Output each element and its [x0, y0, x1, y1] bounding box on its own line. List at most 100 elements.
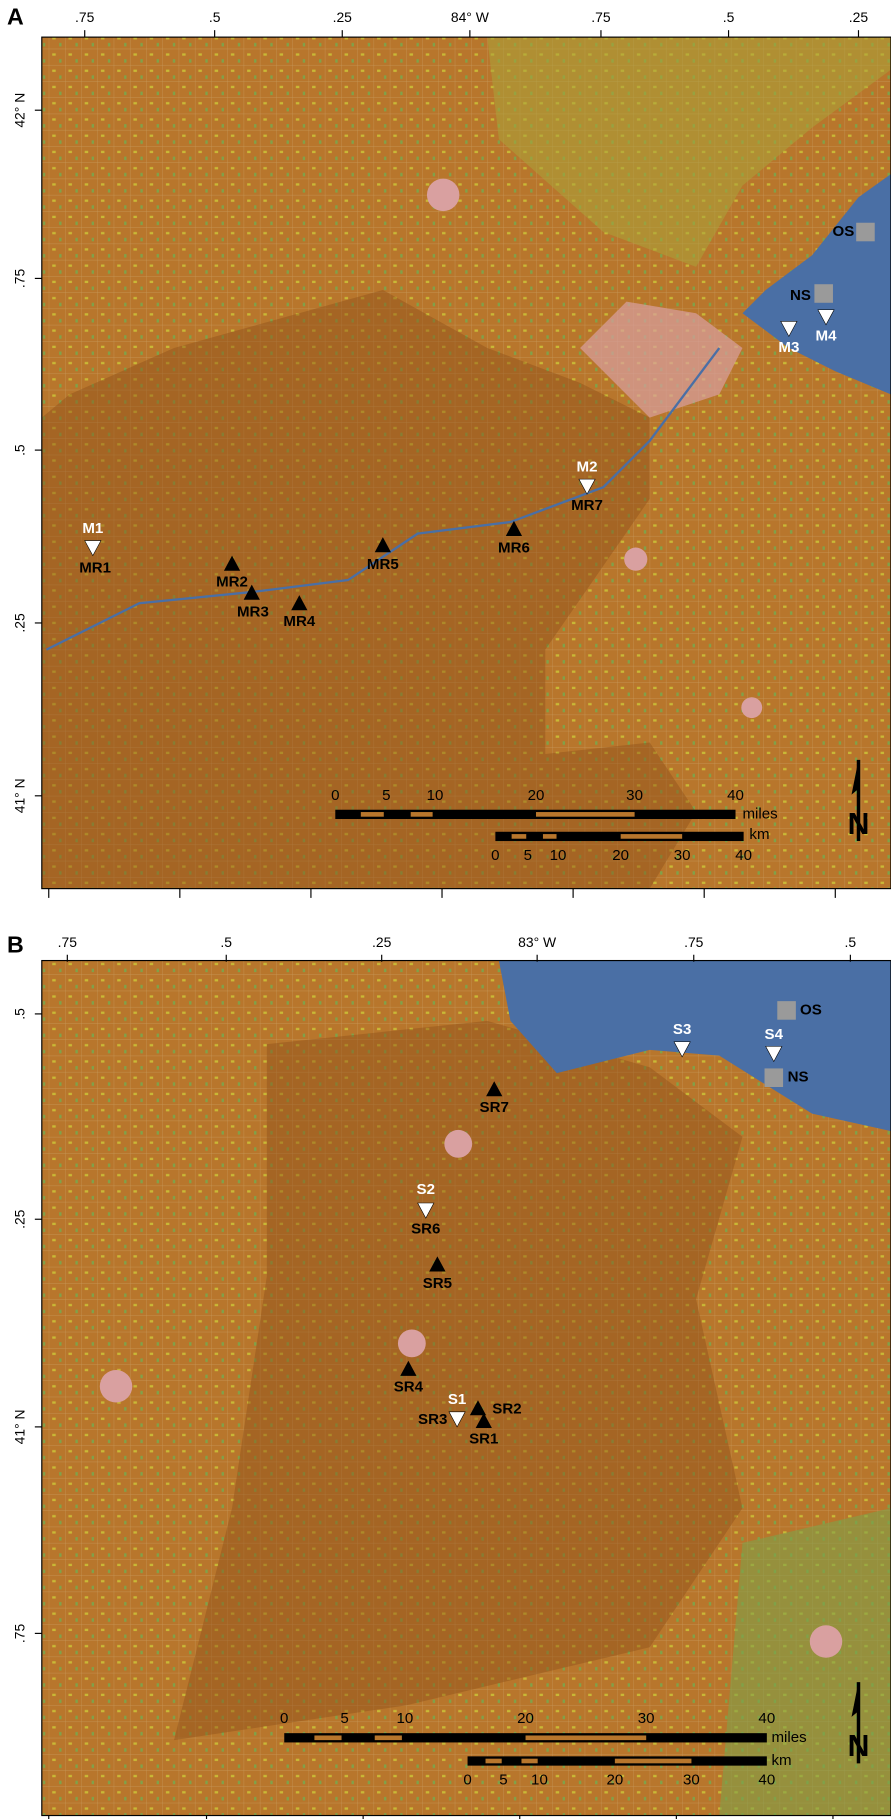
top-tick-label: .5 — [209, 9, 221, 25]
sampling-site-square — [856, 223, 875, 242]
scale-label: 30 — [683, 1772, 700, 1789]
top-tick-label: .25 — [333, 9, 353, 25]
scale-label: 5 — [382, 787, 390, 804]
panel-label: B — [7, 932, 24, 958]
scale-label: 30 — [674, 847, 691, 864]
site-label: OS — [800, 1001, 822, 1018]
site-label: SR7 — [480, 1099, 509, 1116]
scale-bar-segment — [314, 1735, 341, 1740]
scale-unit: km — [771, 1752, 791, 1769]
top-tick-label: .25 — [849, 9, 869, 25]
sampling-site-square — [777, 1001, 796, 1020]
page: {"panels": [ {"label": "A", "top_ticks":… — [0, 0, 891, 1819]
scale-label: 10 — [550, 847, 567, 864]
site-label: NS — [790, 287, 811, 304]
scale-label: 30 — [626, 787, 643, 804]
scale-bar — [335, 810, 735, 819]
top-tick-label: .75 — [58, 934, 78, 950]
scale-label: 0 — [331, 787, 339, 804]
site-label: M4 — [816, 327, 838, 344]
panel-a-map — [42, 37, 891, 888]
top-tick-label: .75 — [684, 934, 704, 950]
site-label: MR7 — [571, 497, 603, 514]
scale-bar-segment — [375, 1735, 402, 1740]
top-tick-label: 84° W — [451, 9, 490, 25]
left-tick-label: 41° N — [12, 778, 28, 813]
left-tick-label: .75 — [12, 268, 28, 288]
top-tick-label: .75 — [75, 9, 95, 25]
north-label: N — [848, 808, 870, 841]
sampling-site-square — [814, 284, 833, 303]
scale-label: 20 — [528, 787, 545, 804]
scale-label: 5 — [524, 847, 532, 864]
site-label: OS — [833, 223, 855, 240]
site-label: MR1 — [79, 559, 111, 576]
site-label: MR5 — [367, 556, 399, 573]
scale-unit: miles — [771, 1729, 806, 1746]
left-tick-label: 42° N — [12, 93, 28, 128]
scale-bar-segment — [411, 812, 433, 817]
site-label: SR2 — [492, 1400, 521, 1417]
site-label: SR6 — [411, 1221, 440, 1238]
sampling-site-square — [765, 1068, 784, 1087]
north-label: N — [848, 1730, 870, 1763]
scale-label: 10 — [531, 1772, 548, 1789]
scale-label: 0 — [491, 847, 499, 864]
scale-label: 20 — [612, 847, 629, 864]
site-label: NS — [788, 1069, 809, 1086]
scale-label: 20 — [606, 1772, 623, 1789]
site-label: SR5 — [423, 1275, 452, 1292]
scale-bar-segment — [521, 1759, 537, 1764]
site-label: S1 — [448, 1391, 466, 1408]
scale-bar-segment — [526, 1735, 647, 1740]
site-label: MR2 — [216, 573, 248, 590]
scale-bar — [495, 832, 743, 841]
scale-label: 5 — [340, 1710, 348, 1727]
site-label: S4 — [765, 1026, 784, 1043]
scale-label: 40 — [758, 1772, 775, 1789]
scale-bar-segment — [361, 812, 384, 817]
site-label: SR4 — [394, 1378, 424, 1395]
map-figure: A .75 .5 .25 84° W .75 .5 .25 42° N .75 .5 .25 41° N… — [0, 0, 891, 1819]
panel-b-map — [42, 961, 891, 1816]
scale-label: 0 — [463, 1772, 471, 1789]
site-label: M1 — [82, 520, 103, 537]
scale-label: 5 — [499, 1772, 507, 1789]
scale-label: 40 — [735, 847, 752, 864]
scale-bar-segment — [615, 1759, 692, 1764]
site-label: S3 — [673, 1021, 691, 1038]
scale-label: 30 — [638, 1710, 655, 1727]
site-label: MR4 — [283, 613, 315, 630]
site-label: SR1 — [469, 1431, 498, 1448]
scale-unit: miles — [742, 805, 777, 822]
top-tick-label: .25 — [372, 934, 392, 950]
left-tick-label: .75 — [12, 1623, 28, 1643]
scale-label: 40 — [758, 1710, 775, 1727]
scale-label: 40 — [727, 787, 744, 804]
scale-label: 10 — [397, 1710, 414, 1727]
left-tick-label: .25 — [12, 1209, 28, 1229]
site-label: MR3 — [237, 604, 269, 621]
scale-bar-segment — [536, 812, 635, 817]
site-label: M3 — [778, 339, 799, 356]
site-label: MR6 — [498, 540, 530, 557]
left-tick-label: .5 — [12, 1008, 28, 1020]
top-tick-label: 83° W — [518, 934, 557, 950]
scale-bar-segment — [543, 834, 557, 839]
scale-unit: km — [749, 826, 769, 843]
scale-label: 0 — [280, 1710, 288, 1727]
left-tick-label: .5 — [12, 444, 28, 456]
scale-bar-segment — [486, 1759, 502, 1764]
site-label: M2 — [577, 458, 598, 475]
scale-bar-segment — [621, 834, 682, 839]
site-label: S2 — [417, 1181, 435, 1198]
top-tick-label: .75 — [591, 9, 611, 25]
left-tick-label: .25 — [12, 613, 28, 633]
top-tick-label: .5 — [220, 934, 232, 950]
scale-bar-segment — [512, 834, 527, 839]
panel-label: A — [7, 4, 24, 30]
left-tick-label: 41° N — [12, 1409, 28, 1444]
scale-label: 10 — [427, 787, 444, 804]
site-label: SR3 — [418, 1411, 447, 1428]
top-tick-label: .5 — [723, 9, 735, 25]
